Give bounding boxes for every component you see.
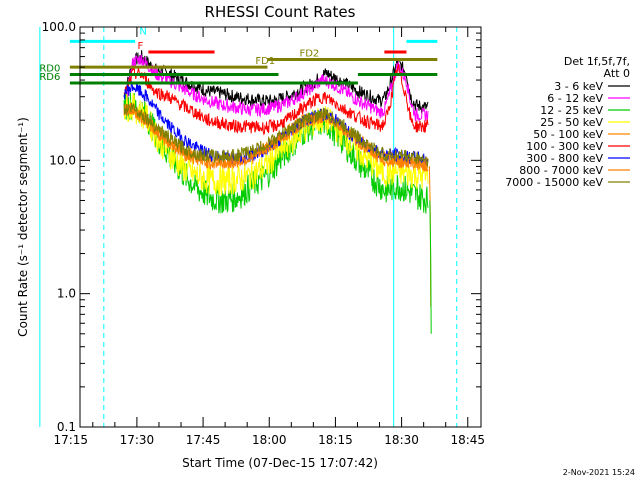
- legend-entry-label: 100 - 300 keV: [526, 140, 603, 153]
- series-line: [123, 54, 429, 123]
- legend-header: Att 0: [604, 67, 630, 80]
- legend-entry-label: 25 - 50 keV: [540, 116, 603, 129]
- x-axis: 17:15 17:30 17:45 18:00 18:15 18:30 18:45: [53, 27, 485, 447]
- y-tick-label: 100.0: [42, 20, 76, 34]
- state-label: FD1: [255, 56, 275, 67]
- y-tick-label: 1.0: [57, 287, 76, 301]
- x-tick-label: 17:45: [186, 433, 221, 447]
- y-tick-label: 10.0: [49, 153, 76, 167]
- state-label: RD0: [39, 64, 60, 75]
- x-tick-label: 18:00: [252, 433, 287, 447]
- legend-entry-label: 50 - 100 keV: [533, 128, 603, 141]
- legend-entry-label: 7000 - 15000 keV: [505, 176, 603, 189]
- legend-entry-label: 800 - 7000 keV: [519, 164, 603, 177]
- series-group: [123, 50, 432, 334]
- state-label: N: [139, 26, 146, 37]
- y-axis: 0.1 1.0 10.0 100.0: [42, 20, 481, 434]
- y-axis-label: Count Rate (s⁻¹ detector segment⁻¹): [16, 117, 30, 337]
- plot-frame: [79, 26, 482, 428]
- series-line: [123, 102, 429, 168]
- x-tick-label: 17:15: [53, 433, 88, 447]
- legend-entry-label: 12 - 25 keV: [540, 104, 603, 117]
- x-tick-label: 18:30: [384, 433, 419, 447]
- chart-title: RHESSI Count Rates: [205, 3, 356, 21]
- series-tail: [429, 200, 432, 334]
- x-tick-label: 17:30: [120, 433, 155, 447]
- y-tick-label: 0.1: [57, 420, 76, 434]
- series-line: [123, 92, 429, 196]
- legend-entry-label: 6 - 12 keV: [547, 92, 603, 105]
- x-tick-label: 18:15: [318, 433, 353, 447]
- x-axis-label: Start Time (07-Dec-15 17:07:42): [182, 456, 378, 470]
- state-label: FD2: [299, 49, 319, 60]
- state-label: RD6: [39, 72, 60, 83]
- legend-entry-label: 300 - 800 keV: [526, 152, 603, 165]
- legend-entry-label: 3 - 6 keV: [554, 80, 603, 93]
- x-tick-label: 18:45: [450, 433, 485, 447]
- series-line: [123, 64, 429, 136]
- legend-header: Det 1f,5f,7f,: [564, 55, 630, 68]
- state-label: F: [137, 41, 143, 52]
- footer-date: 2-Nov-2021 15:24: [563, 468, 635, 477]
